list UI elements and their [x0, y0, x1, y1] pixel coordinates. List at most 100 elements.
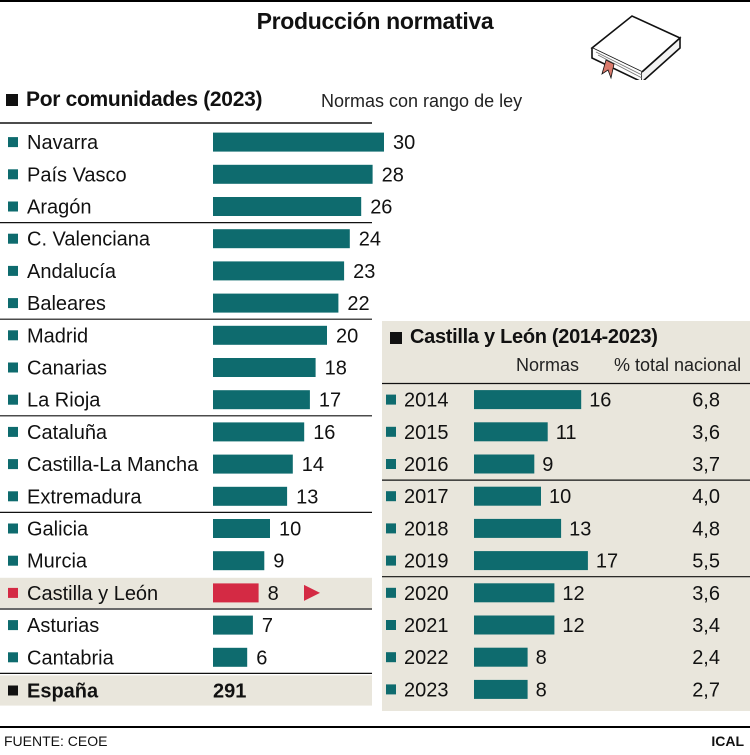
- regions-heading: Por comunidades (2023): [6, 88, 262, 112]
- bullet-square: [6, 94, 18, 106]
- data-label: 10: [549, 486, 571, 508]
- bar: [213, 261, 345, 281]
- legend-square: [8, 330, 18, 341]
- percent-label: 2,7: [692, 679, 720, 701]
- legend-square: [386, 555, 396, 566]
- legend-square: [8, 523, 18, 534]
- bar: [213, 422, 305, 442]
- data-label: 20: [336, 325, 358, 347]
- category-label: País Vasco: [27, 164, 127, 186]
- year-label: 2014: [404, 390, 449, 412]
- legend-square: [386, 587, 396, 598]
- percent-label: 5,5: [692, 551, 720, 573]
- legend-square: [8, 685, 18, 696]
- percent-label: 6,8: [692, 390, 720, 412]
- bar: [213, 454, 293, 474]
- units-label: Normas con rango de ley: [321, 91, 523, 111]
- year-label: 2016: [404, 454, 449, 476]
- credit-label: ICAL: [711, 733, 744, 749]
- legend-square: [386, 491, 396, 502]
- bar: [213, 358, 316, 377]
- footer-rule: [0, 726, 750, 728]
- legend-square: [8, 265, 18, 276]
- data-label: 18: [325, 358, 347, 380]
- data-label: 11: [556, 422, 577, 444]
- category-label: Navarra: [27, 132, 99, 154]
- data-label: 6: [256, 647, 267, 669]
- bar: [474, 390, 582, 410]
- category-label: Galicia: [27, 519, 89, 541]
- bar: [213, 164, 373, 184]
- legend-square: [386, 620, 396, 630]
- data-label: 12: [562, 615, 584, 637]
- legend-square: [8, 491, 18, 502]
- year-label: 2020: [404, 583, 449, 605]
- legend-square: [386, 426, 396, 437]
- data-label: 13: [569, 518, 591, 540]
- data-label: 8: [536, 679, 547, 701]
- bar: [213, 486, 288, 506]
- data-label: 22: [347, 293, 369, 315]
- category-label: Castilla-La Mancha: [27, 454, 199, 476]
- bar: [474, 454, 535, 474]
- legend-square: [8, 233, 18, 244]
- data-label: 10: [279, 519, 301, 541]
- legend-square: [8, 459, 18, 470]
- book-icon: [590, 15, 682, 80]
- category-label: C. Valenciana: [27, 229, 151, 251]
- bar: [213, 132, 384, 152]
- data-label: 26: [370, 197, 392, 219]
- legend-square: [8, 426, 18, 437]
- year-label: 2021: [404, 615, 449, 637]
- cyl-heading: Castilla y León (2014-2023): [390, 326, 658, 349]
- bar: [474, 679, 528, 699]
- total-row-bg: [0, 675, 372, 706]
- category-label: La Rioja: [27, 390, 101, 412]
- percent-label: 3,7: [692, 454, 720, 476]
- data-label: 24: [359, 229, 381, 251]
- legend-square: [8, 555, 18, 566]
- category-label: Andalucía: [27, 261, 117, 283]
- category-label: Aragón: [27, 197, 92, 219]
- year-label: 2023: [404, 679, 449, 701]
- column-header-normas: Normas: [516, 355, 580, 375]
- legend-square: [8, 137, 18, 148]
- arrow-right-icon: [304, 584, 320, 601]
- bar: [474, 615, 555, 635]
- data-label: 7: [262, 615, 273, 637]
- legend-square: [8, 652, 18, 663]
- column-header-percent: % total nacional: [614, 355, 742, 375]
- total-label: España: [27, 681, 99, 703]
- bar: [213, 647, 248, 667]
- category-label: Cantabria: [27, 647, 115, 669]
- bullet-square: [390, 331, 402, 344]
- percent-label: 4,8: [692, 518, 720, 540]
- category-label: Madrid: [27, 325, 88, 347]
- category-label: Baleares: [27, 293, 106, 315]
- bar: [213, 197, 362, 216]
- category-label: Asturias: [27, 615, 99, 637]
- data-label: 16: [589, 390, 611, 412]
- legend-square: [8, 587, 18, 598]
- cyl-title: Castilla y León (2014-2023): [410, 326, 658, 348]
- year-label: 2015: [404, 422, 449, 444]
- legend-square: [386, 684, 396, 695]
- legend-square: [386, 394, 396, 405]
- year-label: 2018: [404, 518, 449, 540]
- legend-square: [8, 620, 18, 631]
- legend-square: [386, 523, 396, 534]
- bar: [474, 518, 562, 538]
- bar: [213, 229, 350, 249]
- regions-title: Por comunidades (2023): [26, 88, 263, 111]
- bar: [474, 583, 555, 603]
- data-label: 13: [296, 486, 318, 508]
- category-label: Murcia: [27, 551, 88, 573]
- data-label: 9: [273, 551, 284, 573]
- data-label: 23: [353, 261, 375, 283]
- data-label: 14: [302, 454, 324, 476]
- category-label: Castilla y León: [27, 583, 158, 605]
- data-label: 17: [319, 390, 341, 412]
- data-label: 28: [382, 164, 404, 186]
- bar: [213, 293, 339, 313]
- data-label: 30: [393, 132, 415, 154]
